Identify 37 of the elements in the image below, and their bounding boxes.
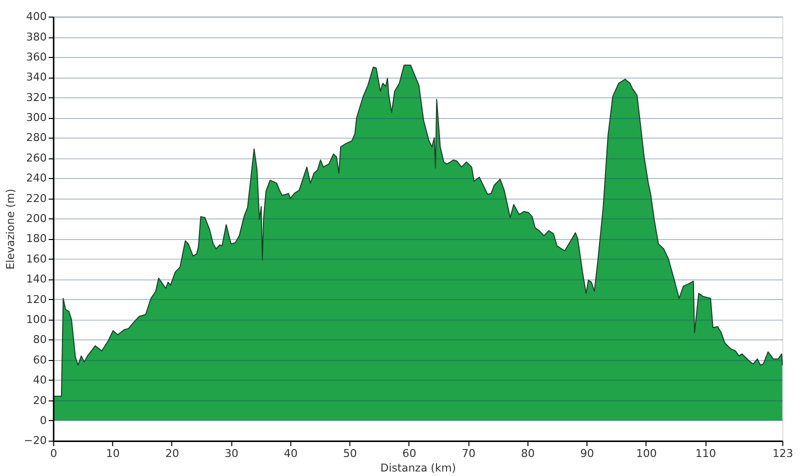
x-tick-label: 80: [520, 446, 535, 460]
y-tick-label: 260: [26, 151, 47, 164]
y-tick-label: 320: [26, 90, 47, 104]
y-tick-label: 380: [26, 30, 47, 44]
y-tick-label: 120: [26, 292, 47, 306]
x-tick-label: 70: [462, 446, 476, 460]
x-tick-label: 123: [772, 446, 794, 460]
y-tick-label: 340: [26, 70, 47, 84]
x-tick-label: 60: [402, 446, 416, 460]
y-tick-label: 220: [26, 192, 47, 205]
y-tick-label: 240: [26, 172, 47, 185]
y-tick-label: 0: [40, 414, 47, 427]
y-tick-label: 280: [26, 131, 47, 144]
y-axis-title: Elevazione (m): [4, 188, 18, 270]
x-tick-label: 30: [224, 446, 238, 460]
x-tick-label: 10: [106, 446, 120, 460]
x-tick-label: 0: [50, 446, 58, 460]
x-tick-label: 50: [343, 446, 358, 460]
y-tick-label: −20: [24, 434, 47, 448]
y-tick-label: 180: [26, 232, 47, 246]
x-tick-label: 100: [636, 446, 657, 460]
y-tick-label: 140: [26, 272, 47, 286]
y-tick-label: 60: [32, 353, 47, 366]
x-axis-title: Distanza (km): [380, 462, 456, 475]
y-tick-label: 20: [32, 394, 47, 407]
y-tick-label: 360: [26, 50, 47, 64]
x-tick-label: 110: [695, 446, 716, 460]
y-tick-label: 80: [32, 333, 47, 346]
y-tick-label: 200: [26, 212, 47, 226]
x-tick-label: 20: [165, 446, 180, 460]
x-tick-label: 40: [284, 446, 298, 460]
y-tick-label: 160: [26, 252, 47, 266]
y-tick-label: 40: [32, 374, 47, 387]
y-tick-label: 100: [26, 313, 47, 326]
y-tick-label: 300: [26, 111, 47, 124]
y-tick-label: 400: [26, 10, 47, 24]
x-tick-label: 90: [580, 446, 594, 460]
